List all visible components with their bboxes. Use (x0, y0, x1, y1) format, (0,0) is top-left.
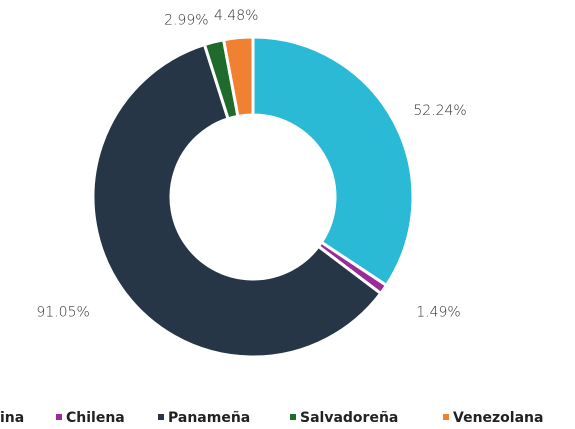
data-label: 2.99% (164, 13, 208, 29)
legend-label: Venezolana (453, 410, 543, 426)
legend-swatch (158, 414, 164, 420)
legend-label: Chilena (66, 410, 125, 426)
legend-swatch (290, 414, 296, 420)
data-label: 52.24% (413, 103, 466, 119)
legend-swatch (443, 414, 449, 420)
data-label: 1.49% (416, 305, 460, 321)
slice (221, 35, 255, 119)
slice (251, 35, 415, 288)
data-label: 4.48% (214, 8, 258, 24)
data-label: 91.05% (36, 305, 89, 321)
legend-label: ina (0, 410, 24, 426)
slice (91, 42, 383, 359)
legend-swatch (56, 414, 62, 420)
legend-label: Panameña (168, 410, 250, 426)
legend-label: Salvadoreña (300, 410, 398, 426)
